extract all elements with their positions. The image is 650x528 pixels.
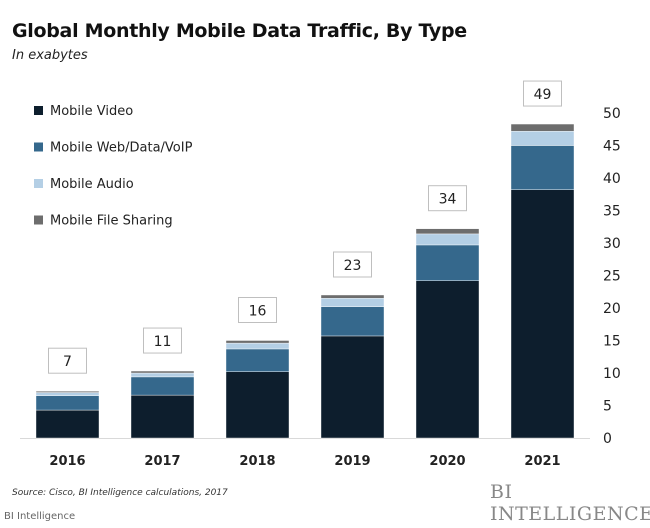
bar-segment-1 [320,306,385,337]
legend-swatch [34,106,43,115]
total-label-box [523,80,562,107]
bar-segment-3 [225,340,290,344]
source-note: Source: Cisco, BI Intelligence calculati… [12,488,228,498]
x-tick-label: 2018 [239,454,275,469]
bar-segment-2 [320,298,385,307]
bar-segment-3 [320,294,385,299]
total-label-box [238,297,277,323]
legend-swatch [34,179,43,188]
brand-logo: BI INTELLIGENCE [490,481,650,525]
legend-label: Mobile Video [50,104,133,119]
y-tick-label: 15 [603,334,621,350]
y-tick-label: 10 [603,366,621,382]
y-tick-label: 5 [603,399,612,415]
legend-swatch [34,142,43,152]
bar-segment-2 [510,130,575,146]
legend-label: Mobile File Sharing [50,214,173,229]
bar-segment-0 [130,394,195,439]
bar-segment-3 [510,123,575,132]
legend-label: Mobile Audio [50,177,134,192]
bar-segment-1 [35,395,100,411]
chart-title: Global Monthly Mobile Data Traffic, By T… [12,20,467,42]
bar-segment-2 [225,342,290,350]
bar-segment-0 [35,409,100,439]
bar-segment-2 [415,233,480,246]
bar-segment-1 [225,348,290,372]
total-label: 11 [154,334,172,350]
total-label: 23 [344,258,362,274]
total-label-box [143,327,182,354]
total-label: 34 [439,192,457,208]
bar-segment-0 [415,280,480,439]
bar-segment-1 [130,376,195,396]
bar-segment-1 [415,244,480,281]
bar-segment-3 [35,391,100,393]
y-tick-label: 45 [603,139,621,155]
x-tick-label: 2021 [524,454,560,469]
bar-segment-1 [510,145,575,190]
bar-segment-2 [130,372,195,378]
bar-segment-3 [415,228,480,235]
y-tick-label: 25 [603,269,621,285]
x-tick-label: 2017 [144,454,180,469]
footer-text: BI Intelligence [4,511,76,522]
legend-swatch [34,215,43,225]
bar-segment-3 [130,370,195,374]
y-tick-label: 30 [603,236,621,252]
total-label: 7 [63,354,72,370]
chart-subtitle: In exabytes [12,48,88,63]
bar-segment-2 [35,392,100,396]
total-label-box [428,185,467,212]
bar-segment-0 [320,335,385,439]
y-tick-label: 0 [603,431,612,447]
bar-segment-0 [225,371,290,439]
bar-segment-0 [510,189,575,439]
total-label-box [48,347,87,374]
y-tick-label: 20 [603,301,621,317]
y-tick-label: 50 [603,106,621,122]
y-tick-label: 40 [603,171,621,187]
x-tick-label: 2016 [49,454,85,469]
total-label: 49 [534,87,552,103]
total-label: 16 [249,304,267,320]
x-tick-label: 2019 [334,454,370,469]
total-label-box [333,251,372,278]
x-tick-label: 2020 [429,454,465,469]
legend-label: Mobile Web/Data/VoIP [50,141,193,156]
y-tick-label: 35 [603,204,621,220]
